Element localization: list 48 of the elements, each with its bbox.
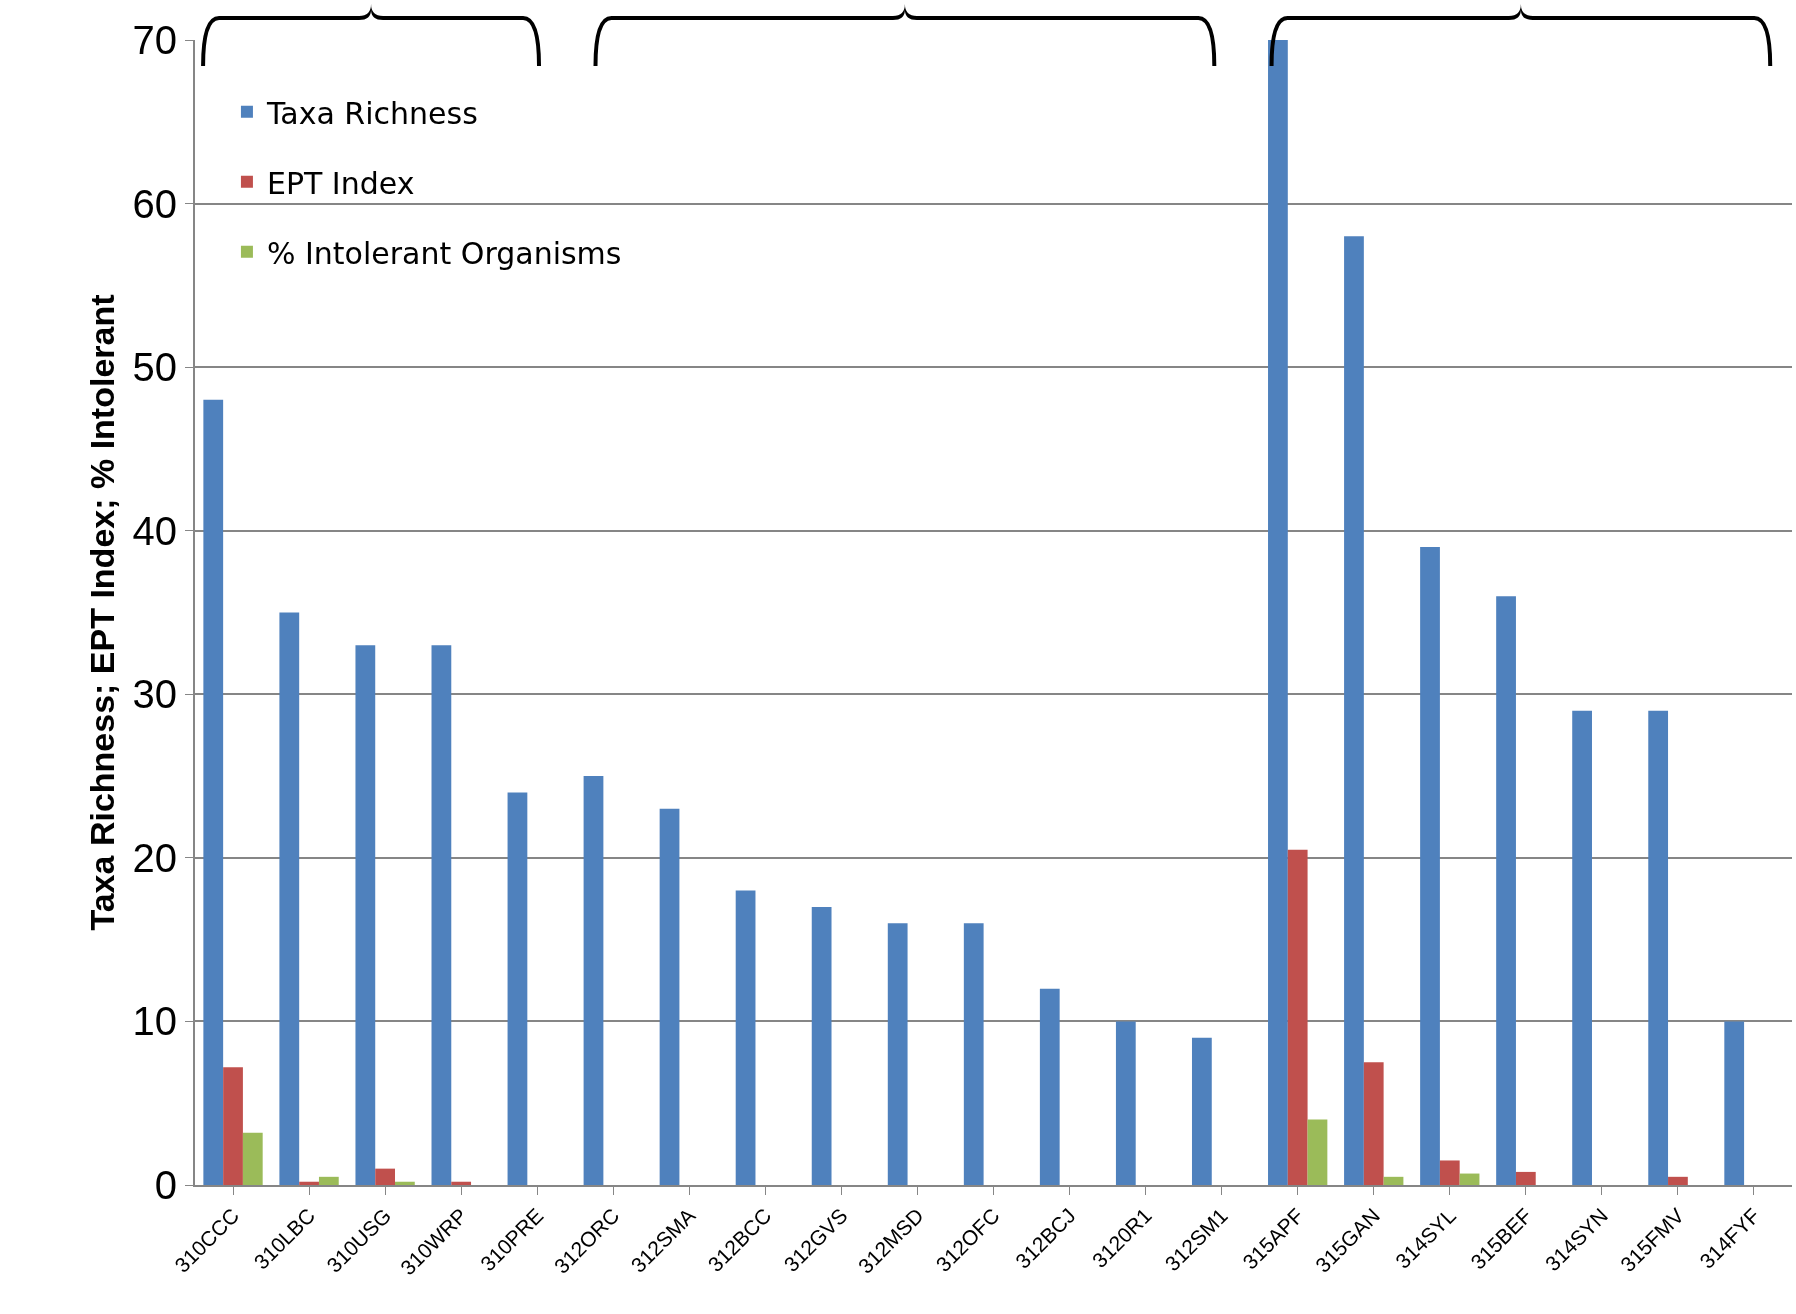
bar [1039, 988, 1060, 1185]
bar [1115, 1021, 1136, 1185]
bar [1668, 1176, 1688, 1185]
bar [1191, 1037, 1212, 1185]
y-tick-label: 70 [132, 18, 177, 62]
bar [1515, 1171, 1536, 1185]
bar [1420, 547, 1440, 1185]
bar [1572, 710, 1592, 1185]
y-tick-label: 20 [132, 835, 177, 880]
bar [355, 645, 376, 1185]
bar [395, 1181, 415, 1185]
bar [1307, 1119, 1328, 1185]
bar [1459, 1173, 1480, 1185]
bar [279, 612, 300, 1185]
y-tick-label: 60 [132, 181, 177, 226]
legend-label: EPT Index [266, 165, 415, 201]
y-tick-label: 50 [132, 345, 177, 390]
bar [451, 1181, 472, 1185]
bar [1648, 710, 1669, 1185]
bar [203, 399, 224, 1185]
bar [507, 792, 528, 1185]
y-tick-label: 40 [132, 508, 177, 553]
bar [1287, 849, 1308, 1185]
y-axis-title: Taxa Richness; EPT Index; % Intolerant [82, 294, 121, 931]
bar [963, 923, 984, 1185]
bar [242, 1132, 263, 1185]
bar [811, 906, 832, 1185]
bar [583, 776, 604, 1185]
legend-label: Taxa Richness [265, 95, 478, 131]
bar [375, 1168, 396, 1185]
bar [659, 808, 680, 1185]
bar [299, 1181, 319, 1185]
y-tick-label: 10 [132, 999, 177, 1044]
y-tick-label: 0 [154, 1163, 177, 1207]
legend-label: % Intolerant Organisms [266, 235, 622, 271]
y-tick-label: 30 [132, 672, 177, 717]
bar [1344, 236, 1364, 1185]
bar [887, 923, 908, 1185]
bar [1724, 1021, 1745, 1185]
bar [1383, 1176, 1404, 1185]
bar [735, 890, 756, 1185]
bar [223, 1067, 243, 1185]
bar [318, 1176, 339, 1185]
bar [1363, 1062, 1384, 1185]
bar [431, 645, 452, 1185]
bar [1268, 40, 1288, 1185]
bar [1439, 1160, 1460, 1185]
bar [1496, 596, 1516, 1185]
